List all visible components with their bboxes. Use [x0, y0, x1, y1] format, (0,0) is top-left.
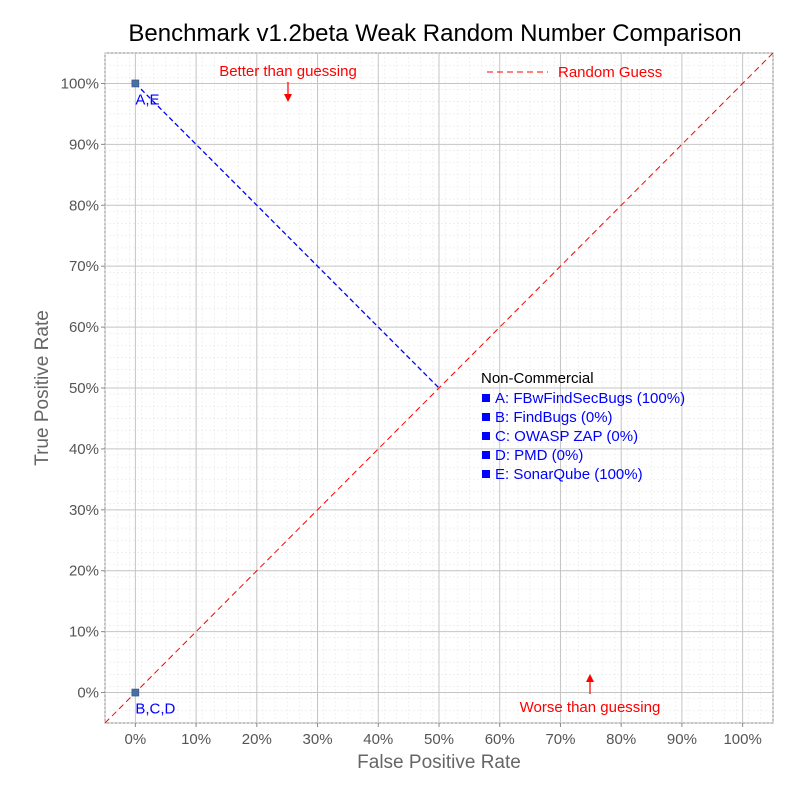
worse-annotation: Worse than guessing — [520, 699, 661, 716]
x-axis-title: False Positive Rate — [357, 752, 521, 773]
y-tick-label: 60% — [69, 319, 99, 336]
x-tick-label: 50% — [424, 731, 454, 748]
y-tick-label: 10% — [69, 624, 99, 641]
y-tick-label: 50% — [69, 380, 99, 397]
data-point-label: A,E — [135, 91, 159, 108]
legend-items: A: FBwFindSecBugs (100%) B: FindBugs (0%)… — [482, 390, 685, 483]
legend-box: Non-Commercial A: FBwFindSecBugs (100%) B… — [481, 370, 685, 483]
legend-item-marker — [482, 451, 490, 459]
x-tick-label: 30% — [303, 731, 333, 748]
legend-item-marker — [482, 432, 490, 440]
data-point-label: B,C,D — [135, 701, 175, 718]
legend-item: A: FBwFindSecBugs (100%) — [495, 390, 685, 407]
y-tick-label: 40% — [69, 441, 99, 458]
random-guess-line — [104, 52, 774, 724]
x-tick-label: 60% — [485, 731, 515, 748]
legend-item: B: FindBugs (0%) — [495, 409, 613, 426]
x-tick-label: 20% — [242, 731, 272, 748]
y-tick-label: 100% — [61, 75, 99, 92]
legend-item-marker — [482, 470, 490, 478]
y-tick-label: 30% — [69, 502, 99, 519]
better-annotation: Better than guessing — [219, 63, 357, 80]
y-tick-label: 20% — [69, 563, 99, 580]
x-tick-label: 10% — [181, 731, 211, 748]
y-tick-label: 70% — [69, 258, 99, 275]
legend-item-marker — [482, 413, 490, 421]
x-tick-label: 80% — [606, 731, 636, 748]
legend-item: C: OWASP ZAP (0%) — [495, 428, 638, 445]
better-arrow-icon — [284, 82, 292, 102]
data-points: A,E B,C,D — [131, 79, 176, 718]
legend-random: Random Guess — [487, 64, 662, 81]
legend-item-marker — [482, 394, 490, 402]
data-point-marker — [131, 79, 140, 88]
data-point-marker — [131, 688, 140, 697]
y-axis-title: True Positive Rate — [32, 310, 53, 466]
chart-title: Benchmark v1.2beta Weak Random Number Co… — [128, 20, 742, 47]
legend-random-label: Random Guess — [558, 64, 662, 81]
x-tick-label: 70% — [545, 731, 575, 748]
x-tick-labels: 0% 10% 20% 30% 40% 50% 60% 70% 80% 90% 100% — [125, 723, 762, 748]
y-tick-label: 0% — [77, 685, 99, 702]
worse-arrow-icon — [586, 674, 594, 694]
x-tick-label: 90% — [667, 731, 697, 748]
legend-item: D: PMD (0%) — [495, 447, 583, 464]
legend-group-title: Non-Commercial — [481, 370, 594, 387]
y-tick-labels: 0% 10% 20% 30% 40% 50% 60% 70% 80% 90% 100% — [61, 75, 105, 702]
x-tick-label: 0% — [125, 731, 147, 748]
x-tick-label: 40% — [363, 731, 393, 748]
y-tick-label: 80% — [69, 197, 99, 214]
y-tick-label: 90% — [69, 136, 99, 153]
legend-item: E: SonarQube (100%) — [495, 466, 643, 483]
x-tick-label: 100% — [723, 731, 761, 748]
